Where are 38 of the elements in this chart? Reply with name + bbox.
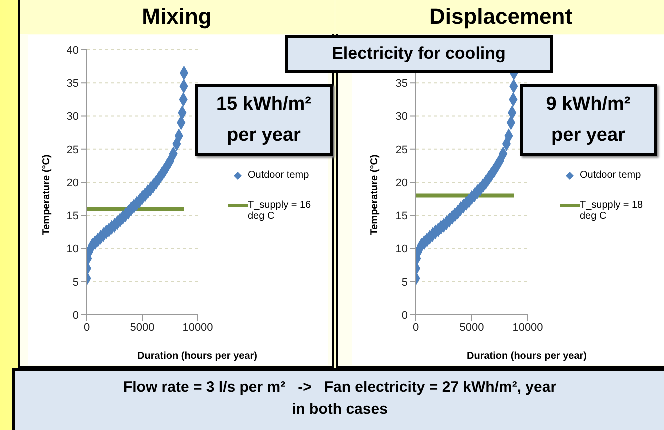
x-tick-label: 0: [84, 322, 90, 334]
x-tick-label: 5000: [130, 322, 155, 334]
x-tick-label: 10000: [182, 322, 214, 334]
x-tick-label: 10000: [512, 322, 544, 334]
y-tick-label: 20: [396, 177, 408, 190]
legend-label: T_supply = 18 deg C: [580, 200, 644, 222]
callout-box: 15 kWh/m² per year: [195, 84, 333, 156]
chart-title: Displacement: [336, 0, 664, 34]
callout-box: Electricity for cooling: [285, 35, 553, 73]
legend-label: T_supply = 16 deg C: [248, 200, 312, 222]
x-tick-label: 5000: [460, 322, 484, 334]
y-axis-title: Temperature (°C): [370, 154, 380, 236]
y-tick-label: 35: [396, 78, 408, 90]
y-tick-label: 40: [66, 44, 79, 57]
x-tick-label: 0: [412, 322, 420, 334]
y-tick-label: 25: [396, 144, 408, 156]
y-tick-label: 35: [66, 78, 79, 90]
y-tick-label: 30: [396, 111, 408, 124]
y-tick-label: 10: [66, 244, 79, 256]
x-axis-title: Duration (hours per year): [137, 351, 258, 362]
y-axis-title: Temperature (°C): [42, 154, 52, 236]
legend-label: Outdoor temp: [580, 170, 642, 181]
y-tick-label: 5: [402, 276, 408, 289]
annotation: Electricity for cooling: [332, 44, 506, 63]
legend-label: Outdoor temp: [248, 170, 310, 181]
y-tick-label: 0: [72, 310, 79, 322]
y-tick-label: 10: [396, 244, 408, 256]
y-tick-label: 5: [72, 276, 79, 289]
y-tick-label: 25: [66, 144, 79, 156]
y-tick-label: 20: [66, 177, 79, 190]
x-axis-title: Duration (hours per year): [466, 351, 588, 362]
y-tick-label: 15: [66, 210, 79, 223]
y-tick-label: 15: [396, 210, 408, 223]
chart-title: Mixing: [20, 0, 334, 34]
callout-box: 9 kWh/m² per year: [520, 84, 657, 156]
note-box: Flow rate = 3 l/s per m² -> Fan electricity = 27 kWh/m², year in both cases: [12, 368, 664, 430]
y-tick-label: 30: [66, 111, 79, 124]
y-tick-label: 0: [402, 310, 408, 322]
